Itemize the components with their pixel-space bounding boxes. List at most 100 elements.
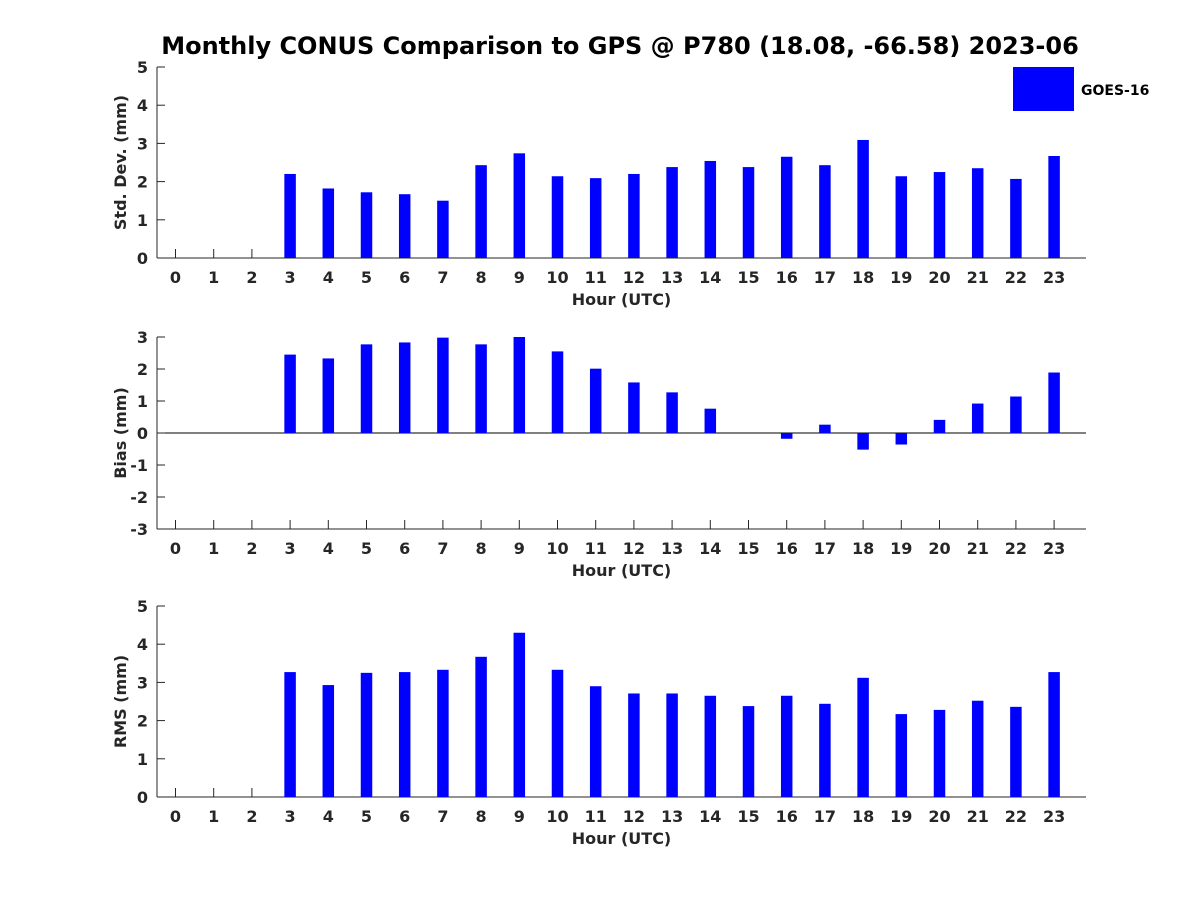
bar-hour-5 xyxy=(360,344,373,433)
x-tick-label: 22 xyxy=(1005,807,1027,826)
y-tick-label: 1 xyxy=(137,750,148,769)
x-tick-label: 8 xyxy=(476,807,487,826)
x-tick-label: 2 xyxy=(246,268,257,287)
x-tick-label: 3 xyxy=(285,539,296,558)
x-tick-label: 12 xyxy=(623,268,645,287)
bar-hour-17 xyxy=(819,424,831,433)
legend-swatch xyxy=(1013,67,1074,111)
x-tick-label: 15 xyxy=(737,539,759,558)
bar-hour-22 xyxy=(1010,396,1022,433)
x-tick-label: 0 xyxy=(170,807,181,826)
x-tick-label: 14 xyxy=(699,539,721,558)
x-tick-label: 3 xyxy=(285,268,296,287)
x-tick-label: 16 xyxy=(776,268,798,287)
x-tick-label: 4 xyxy=(323,807,334,826)
x-tick-label: 2 xyxy=(246,539,257,558)
x-tick-label: 7 xyxy=(437,268,448,287)
bar-hour-19 xyxy=(895,433,908,445)
bar-hour-10 xyxy=(551,351,564,433)
x-tick-label: 21 xyxy=(967,268,989,287)
x-tick-label: 9 xyxy=(514,539,525,558)
bar-hour-11 xyxy=(589,178,602,258)
x-tick-label: 2 xyxy=(246,807,257,826)
x-tick-label: 5 xyxy=(361,539,372,558)
x-tick-label: 4 xyxy=(323,268,334,287)
y-tick-label: 5 xyxy=(137,597,148,616)
y-tick-label: -3 xyxy=(130,520,148,539)
x-tick-label: 9 xyxy=(514,807,525,826)
y-tick-label: 2 xyxy=(137,173,148,192)
bar-hour-15 xyxy=(742,706,755,797)
bar-hour-7 xyxy=(437,337,449,433)
bar-hour-21 xyxy=(971,168,984,258)
x-tick-label: 22 xyxy=(1005,539,1027,558)
bar-hour-5 xyxy=(360,192,373,258)
bar-hour-21 xyxy=(971,700,984,797)
x-tick-label: 6 xyxy=(399,807,410,826)
x-tick-label: 11 xyxy=(585,539,607,558)
x-tick-label: 9 xyxy=(514,268,525,287)
x-tick-label: 10 xyxy=(546,807,568,826)
x-tick-label: 6 xyxy=(399,268,410,287)
x-tick-label: 13 xyxy=(661,539,683,558)
bar-hour-9 xyxy=(513,153,526,258)
bar-hour-9 xyxy=(513,632,526,797)
x-tick-label: 12 xyxy=(623,807,645,826)
x-tick-label: 19 xyxy=(890,807,912,826)
y-tick-label: 3 xyxy=(137,673,148,692)
y-tick-label: -2 xyxy=(130,488,148,507)
bar-hour-6 xyxy=(398,672,411,797)
x-tick-label: 0 xyxy=(170,268,181,287)
x-tick-label: 7 xyxy=(437,539,448,558)
y-tick-label: 2 xyxy=(137,360,148,379)
x-tick-label: 17 xyxy=(814,539,836,558)
x-tick-label: 20 xyxy=(928,807,950,826)
x-tick-label: 11 xyxy=(585,268,607,287)
bar-hour-20 xyxy=(933,419,946,433)
bar-hour-3 xyxy=(284,354,296,433)
x-tick-label: 20 xyxy=(928,539,950,558)
x-axis-label: Hour (UTC) xyxy=(572,829,672,848)
bar-hour-21 xyxy=(971,403,984,433)
y-tick-label: 2 xyxy=(137,712,148,731)
bar-hour-12 xyxy=(628,382,640,433)
bar-hour-9 xyxy=(513,337,526,433)
y-tick-label: 1 xyxy=(137,211,148,230)
x-tick-label: 16 xyxy=(776,807,798,826)
bar-hour-7 xyxy=(437,669,449,797)
bar-hour-15 xyxy=(742,167,755,258)
bar-hour-10 xyxy=(551,669,564,797)
bar-hour-8 xyxy=(475,344,487,433)
y-tick-label: 0 xyxy=(137,424,148,443)
x-tick-label: 10 xyxy=(546,268,568,287)
x-tick-label: 10 xyxy=(546,539,568,558)
bar-hour-12 xyxy=(628,693,640,797)
x-tick-label: 8 xyxy=(476,539,487,558)
bar-hour-20 xyxy=(933,172,946,258)
y-tick-label: 3 xyxy=(137,134,148,153)
bar-hour-7 xyxy=(437,200,449,258)
x-tick-label: 4 xyxy=(323,539,334,558)
legend-label: GOES-16 xyxy=(1081,83,1149,99)
bar-hour-20 xyxy=(933,709,946,797)
bar-hour-22 xyxy=(1010,178,1022,258)
bar-hour-4 xyxy=(322,188,335,258)
x-tick-label: 13 xyxy=(661,807,683,826)
bar-hour-11 xyxy=(589,368,602,433)
x-tick-label: 12 xyxy=(623,539,645,558)
bar-hour-6 xyxy=(398,342,411,433)
y-tick-label: 0 xyxy=(137,249,148,268)
x-tick-label: 19 xyxy=(890,539,912,558)
x-tick-label: 22 xyxy=(1005,268,1027,287)
x-tick-label: 14 xyxy=(699,807,721,826)
bar-hour-4 xyxy=(322,358,335,433)
x-tick-label: 1 xyxy=(208,268,219,287)
y-tick-label: 3 xyxy=(137,328,148,347)
y-tick-label: 4 xyxy=(137,635,148,654)
x-tick-label: 18 xyxy=(852,807,874,826)
y-axis-label: RMS (mm) xyxy=(111,655,130,748)
x-tick-label: 17 xyxy=(814,268,836,287)
bar-hour-8 xyxy=(475,656,487,797)
